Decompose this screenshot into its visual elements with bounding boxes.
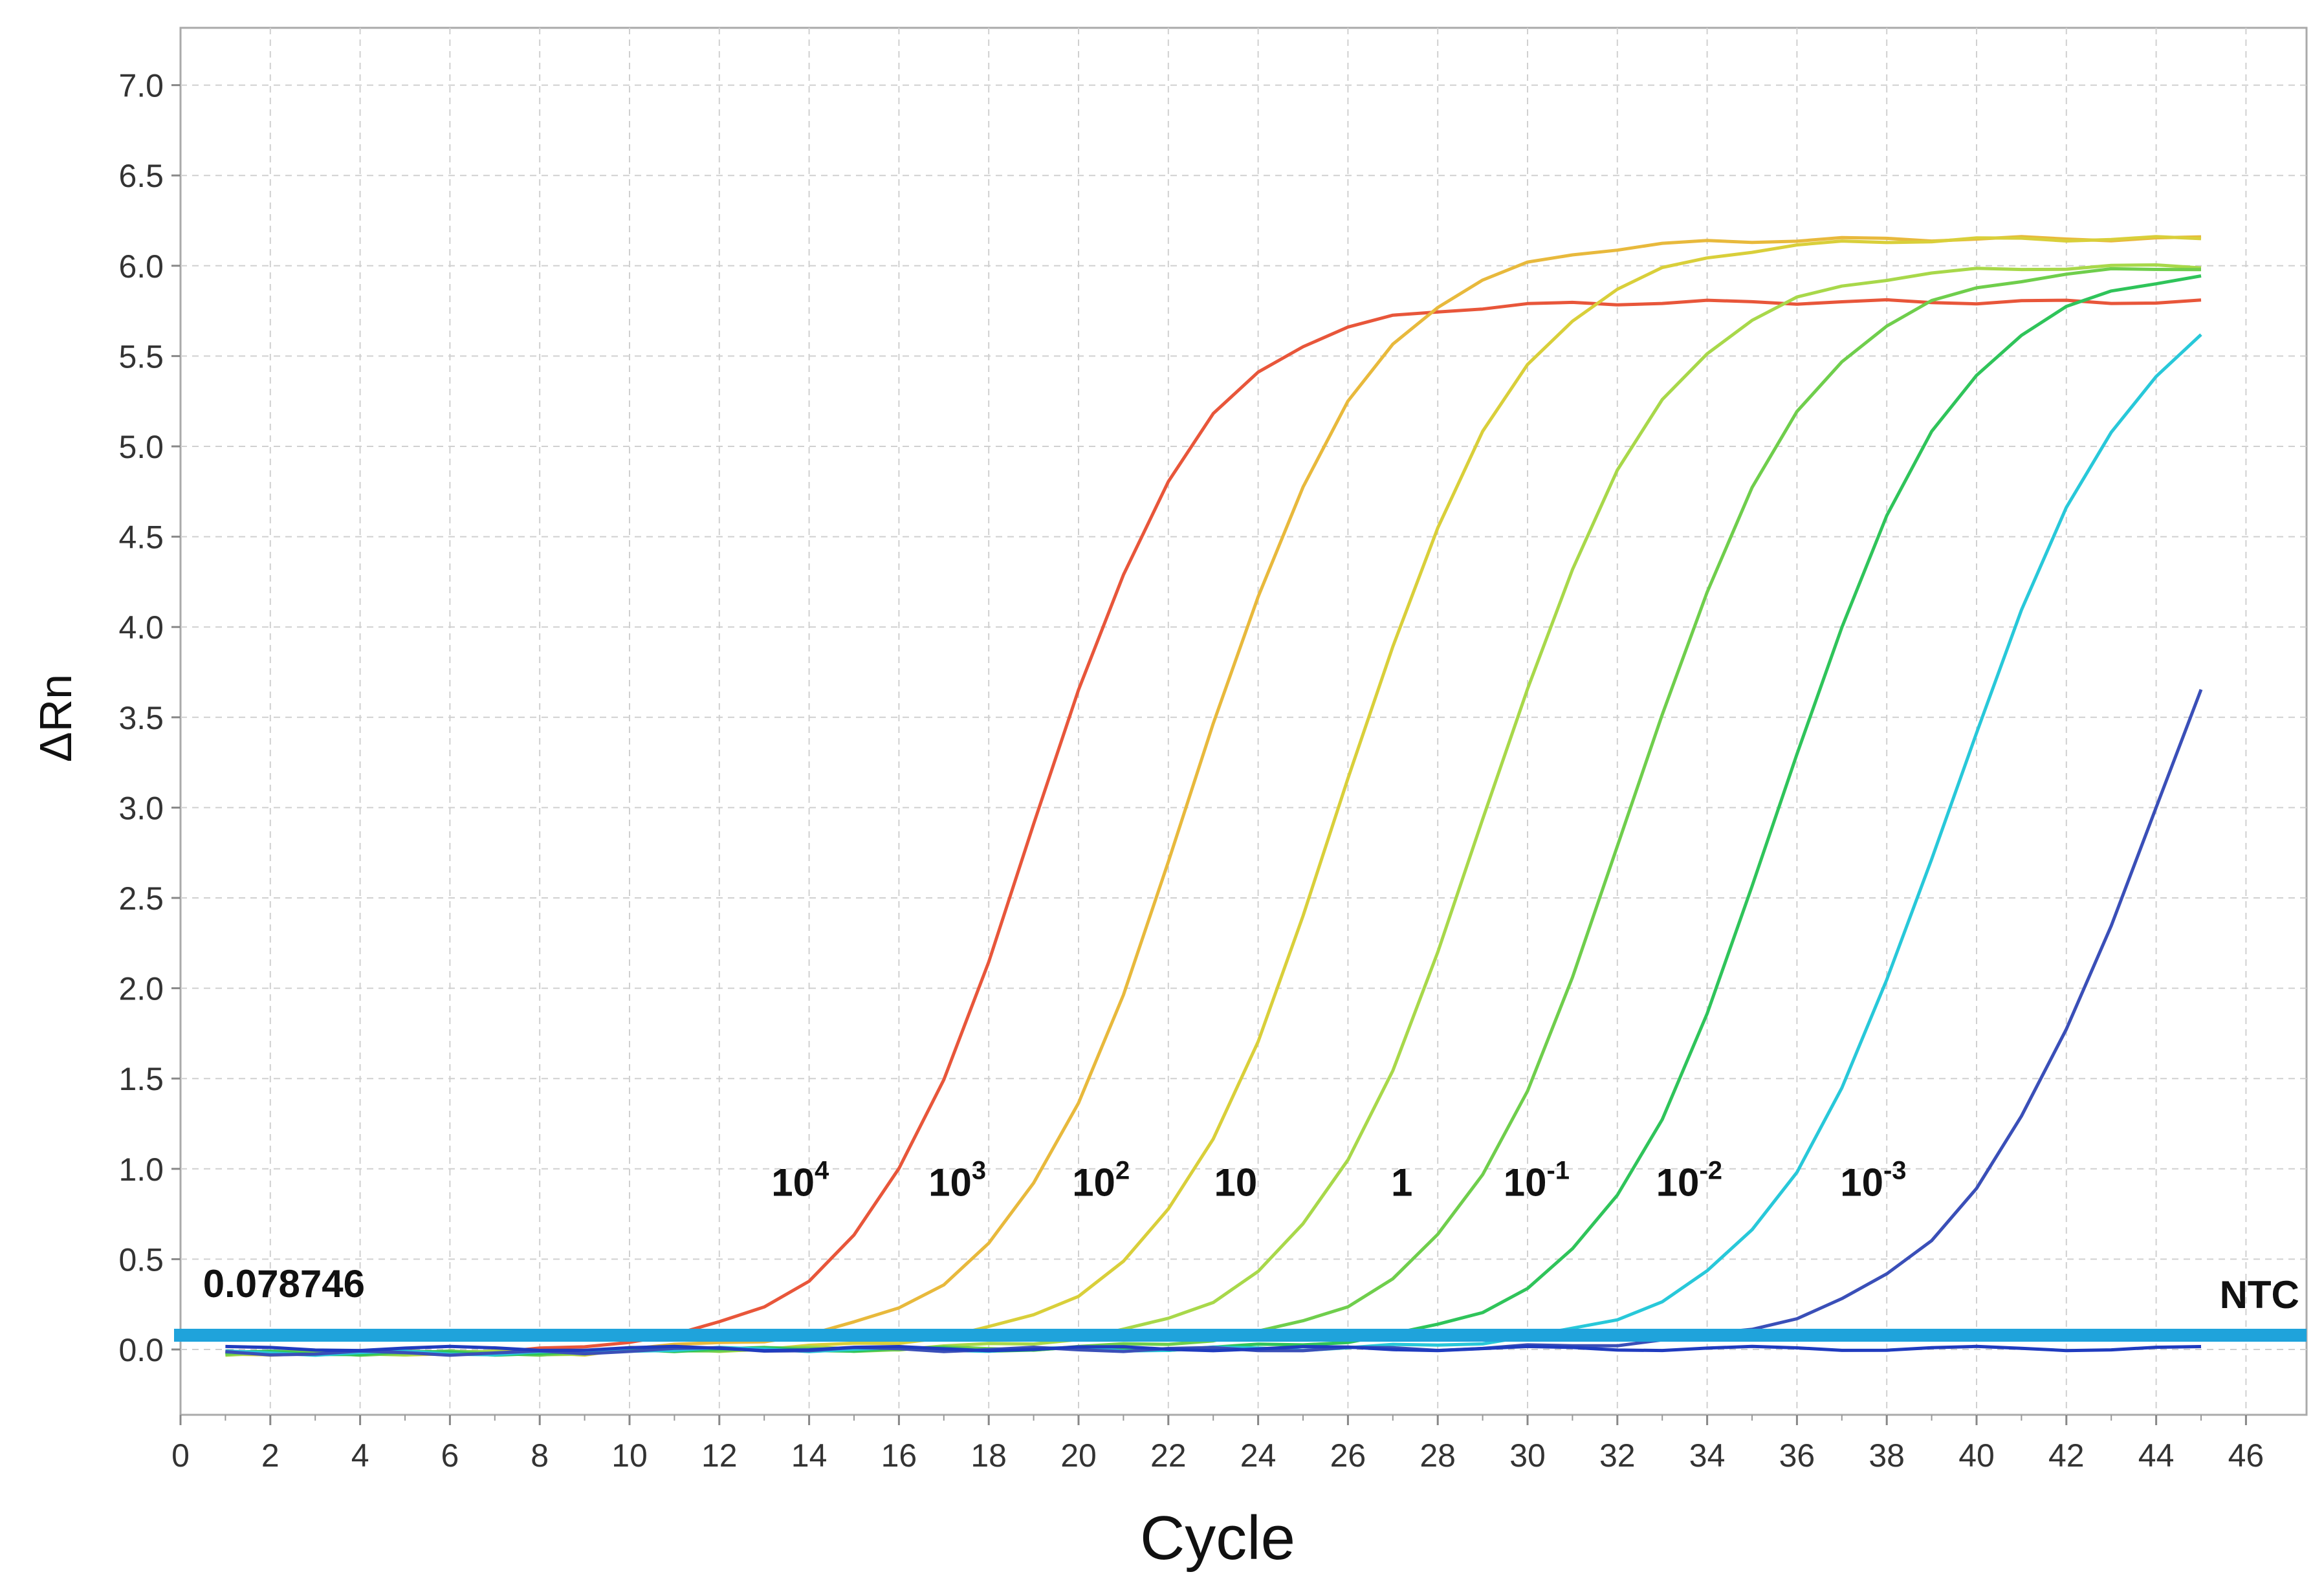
dilution-label: 103	[928, 1157, 986, 1205]
y-tick-label: 4.0	[118, 609, 164, 646]
x-tick-label: 22	[1150, 1437, 1187, 1474]
x-tick-label: 8	[531, 1437, 549, 1474]
series-line	[225, 298, 2202, 1357]
y-axis-ticks: 0.0 0.5 1.0 1.5 2.0 2.5 3.0 3.5 4.0 4.5 5.0 5.5 6.0 6…	[118, 68, 181, 1368]
y-tick-label: 0.5	[118, 1241, 164, 1278]
dilution-label: 10-2	[1656, 1157, 1722, 1205]
y-tick-label: 4.5	[118, 519, 164, 556]
x-tick-label: 10	[611, 1437, 648, 1474]
x-tick-label: 24	[1240, 1437, 1277, 1474]
x-tick-label: 4	[351, 1437, 369, 1474]
y-tick-label: 3.5	[118, 700, 164, 736]
series-line	[225, 1344, 2202, 1353]
x-tick-label: 28	[1420, 1437, 1456, 1474]
y-tick-label: 3.0	[118, 790, 164, 826]
x-tick-label: 16	[881, 1437, 917, 1474]
dilution-label: 102	[1072, 1157, 1130, 1205]
dilution-label: 10	[1214, 1161, 1258, 1205]
x-tick-label: 36	[1779, 1437, 1815, 1474]
x-tick-label: 14	[791, 1437, 828, 1474]
x-tick-label: 2	[261, 1437, 280, 1474]
y-tick-label: 2.0	[118, 971, 164, 1007]
x-tick-label: 30	[1509, 1437, 1546, 1474]
y-tick-label: 1.0	[118, 1152, 164, 1188]
y-tick-label: 5.5	[118, 338, 164, 375]
x-tick-label: 12	[701, 1437, 738, 1474]
x-axis-title: Cycle	[1140, 1503, 1295, 1573]
x-tick-label: 38	[1869, 1437, 1905, 1474]
y-tick-label: 1.5	[118, 1061, 164, 1097]
y-tick-label: 7.0	[118, 68, 164, 104]
x-tick-label: 40	[1958, 1437, 1995, 1474]
x-axis-ticks: 0 2 4 6 8 10 12 14 16 18 20 22 24 26 28 30 32 34 36 38 40 42 4…	[171, 1415, 2264, 1474]
x-tick-label: 46	[2228, 1437, 2264, 1474]
y-tick-label: 5.0	[118, 429, 164, 465]
x-tick-label: 20	[1060, 1437, 1097, 1474]
x-tick-label: 0	[171, 1437, 190, 1474]
dilution-label: 10-3	[1840, 1157, 1906, 1205]
y-axis-title: ΔRn	[30, 674, 81, 762]
threshold-label: 0.078746	[203, 1262, 365, 1305]
x-tick-label: 32	[1599, 1437, 1636, 1474]
x-tick-label: 44	[2138, 1437, 2175, 1474]
dilution-label: 104	[771, 1157, 829, 1205]
y-tick-label: 6.0	[118, 248, 164, 285]
x-tick-label: 34	[1689, 1437, 1726, 1474]
dilution-label: 1	[1391, 1161, 1412, 1205]
y-tick-label: 6.5	[118, 158, 164, 194]
grid	[181, 28, 2307, 1415]
x-tick-label: 42	[2048, 1437, 2085, 1474]
dilution-label: 10-1	[1504, 1157, 1570, 1205]
y-tick-label: 0.0	[118, 1332, 164, 1368]
threshold: 0.078746	[174, 1262, 2307, 1342]
x-tick-label: 18	[970, 1437, 1007, 1474]
x-tick-label: 26	[1330, 1437, 1366, 1474]
plot-area	[179, 27, 2308, 1416]
dilution-label: NTC	[2220, 1273, 2299, 1316]
x-tick-label: 6	[441, 1437, 459, 1474]
y-tick-label: 2.5	[118, 880, 164, 917]
